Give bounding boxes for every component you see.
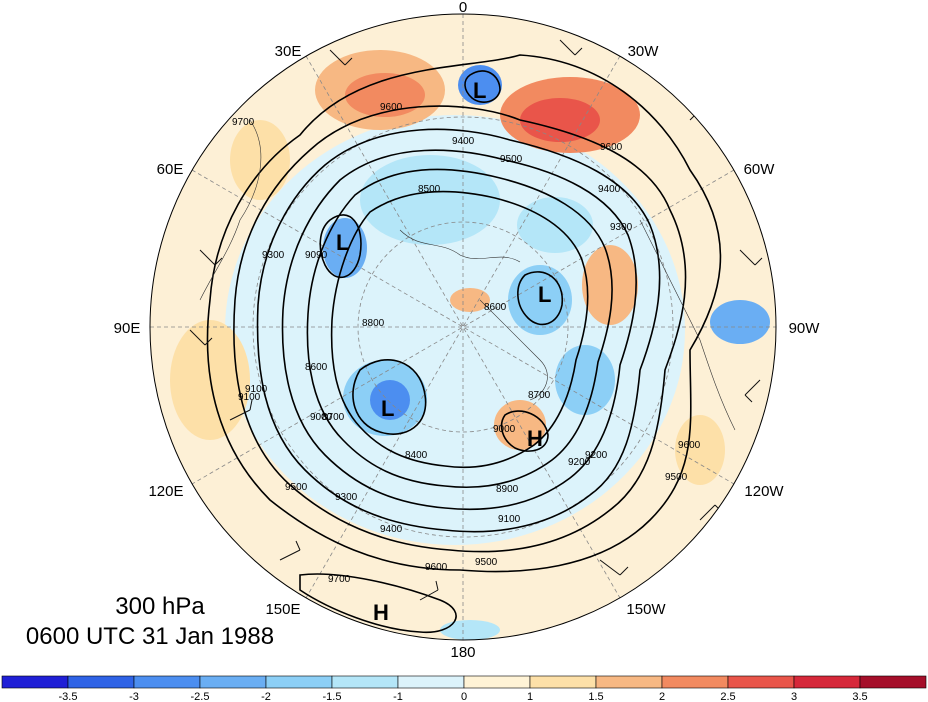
colorbar-swatch (265, 675, 333, 689)
low-center: L (381, 396, 394, 421)
lon-label-60e: 60E (157, 161, 184, 178)
colorbar-swatch (595, 675, 663, 689)
contour-label: 9300 (262, 250, 285, 261)
colorbar-swatch (727, 675, 795, 689)
contour-label: 9600 (678, 440, 701, 451)
contour-label: 8700 (322, 412, 345, 423)
time-label: 0600 UTC 31 Jan 1988 (25, 623, 275, 650)
low-center: L (336, 230, 349, 255)
contour-label: 9400 (598, 184, 621, 195)
contour-label: 9100 (498, 514, 521, 525)
colorbar-tick-label: 0 (461, 691, 467, 702)
contour-label: 9400 (452, 136, 475, 147)
colorbar-swatch (331, 675, 399, 689)
lon-label-30w: 30W (628, 43, 660, 60)
shading-field (150, 14, 776, 640)
contour-label: 9500 (475, 557, 498, 568)
pressure-centers: L L L L H H (336, 78, 551, 625)
lon-label-180: 180 (450, 644, 475, 661)
colorbar-swatch (67, 675, 135, 689)
colorbar-tick-label: 1 (527, 691, 533, 702)
lon-label-120w: 120W (744, 483, 784, 500)
lon-label-150w: 150W (626, 601, 666, 618)
contour-label: 9000 (310, 412, 333, 423)
contour-label: 9500 (665, 472, 688, 483)
contour-label: 8600 (484, 302, 507, 313)
map-border (149, 13, 777, 641)
contour-label: 9600 (425, 562, 448, 573)
contour-label: 8700 (528, 390, 551, 401)
colorbar-swatch (529, 675, 597, 689)
high-center: H (527, 426, 543, 451)
contour-label: 9090 (305, 250, 328, 261)
contour-label: 9500 (500, 154, 523, 165)
colorbar-swatch (661, 675, 729, 689)
contour-label: 9200 (568, 457, 591, 468)
colorbar-tick-label: -1 (393, 691, 403, 702)
colorbar-ticks: -3.5 -3 -2.5 -2 -1.5 -1 0 1 1.5 2 2.5 3 3.5 (59, 691, 868, 702)
contour-label: 8800 (362, 318, 385, 329)
colorbar-swatch (397, 675, 465, 689)
contour-label: 9300 (335, 492, 358, 503)
colorbar-tick-label: 3 (791, 691, 797, 702)
colorbar-tick-label: 2 (659, 691, 665, 702)
low-center: L (473, 78, 486, 103)
lon-label-150e: 150E (265, 601, 300, 618)
colorbar-tick-label: -3.5 (59, 691, 78, 702)
height-contours (206, 54, 722, 633)
low-center: L (538, 282, 551, 307)
contour-label: 9700 (232, 117, 255, 128)
contour-label: 9400 (380, 524, 403, 535)
contour-label: 9600 (380, 102, 403, 113)
colorbar-tick-label: -1.5 (323, 691, 342, 702)
colorbar-tick-label: -3 (129, 691, 139, 702)
contour-label: 8500 (418, 184, 441, 195)
colorbar-swatch (133, 675, 201, 689)
colorbar-swatch (793, 675, 861, 689)
contour-label: 9300 (610, 222, 633, 233)
contour-label: 8400 (405, 450, 428, 461)
colorbar-tick-label: 3.5 (852, 691, 867, 702)
contour-label: 8600 (305, 362, 328, 373)
colorbar-tick-label: -2.5 (191, 691, 210, 702)
contour-label: 9200 (585, 450, 608, 461)
lon-label-90w: 90W (789, 320, 821, 337)
contour-label: 9700 (328, 574, 351, 585)
colorbar-swatch (199, 675, 267, 689)
colorbar-swatch (463, 675, 531, 689)
colorbar-tick-label: 2.5 (720, 691, 735, 702)
lon-label-120e: 120E (148, 483, 183, 500)
lon-label-0: 0 (459, 0, 467, 16)
colorbar (1, 675, 927, 689)
colorbar-swatch (1, 675, 69, 689)
contour-label: 9000 (493, 424, 516, 435)
lon-label-90e: 90E (114, 320, 141, 337)
contour-label: 9600 (600, 142, 623, 153)
contour-label: 8900 (496, 484, 519, 495)
colorbar-swatch (859, 675, 927, 689)
lon-label-30e: 30E (275, 43, 302, 60)
contour-labels: 9600 9500 9400 9300 9200 9100 9000 8900 … (232, 102, 701, 585)
contour-label: 9100 (238, 392, 261, 403)
caption: 300 hPa 0600 UTC 31 Jan 1988 (0, 592, 300, 652)
contour-label: 9500 (285, 482, 308, 493)
colorbar-tick-label: 1.5 (588, 691, 603, 702)
colorbar-tick-label: -2 (261, 691, 271, 702)
contour-label: 9100 (245, 384, 268, 395)
level-label: 300 hPa (115, 593, 205, 620)
longitude-labels: 0 30W 60W 90W 120W 150W 180 150E 120E 90… (114, 0, 821, 661)
high-center: H (373, 600, 389, 625)
lon-label-60w: 60W (744, 161, 776, 178)
